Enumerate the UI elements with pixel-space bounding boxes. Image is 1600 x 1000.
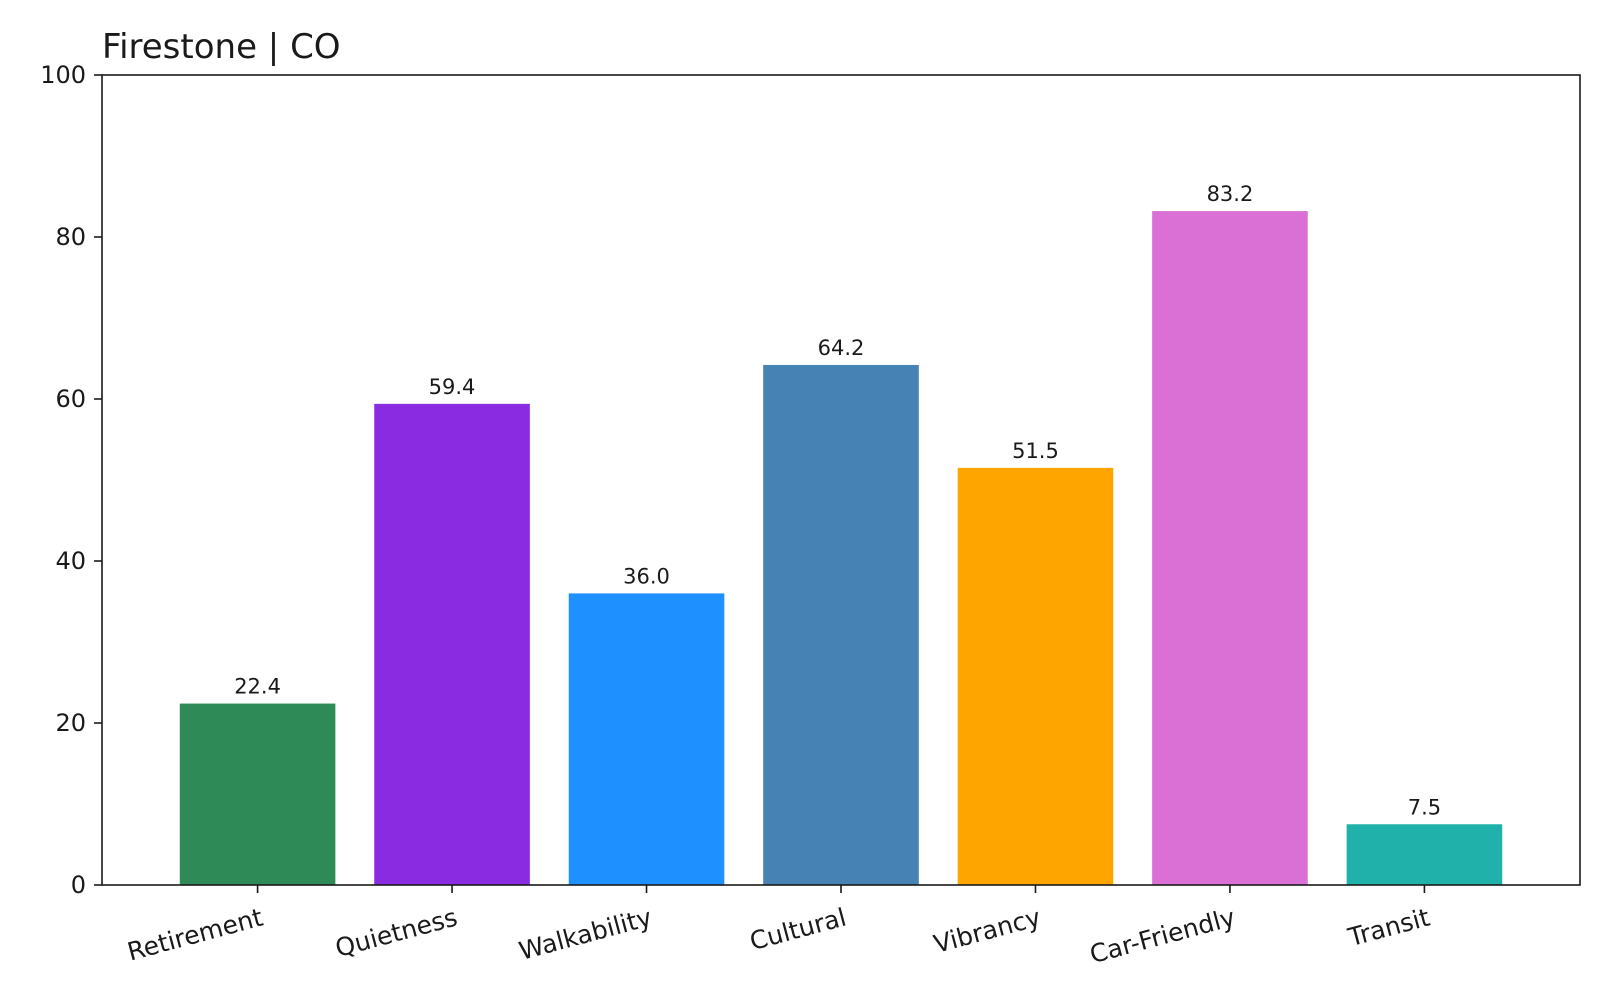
x-tick-label-walkability: Walkability <box>516 903 655 966</box>
y-tick-label-0: 0 <box>71 871 86 899</box>
value-label-quietness: 59.4 <box>429 375 476 399</box>
chart-title: Firestone | CO <box>102 27 341 67</box>
x-tick-label-quietness: Quietness <box>332 903 460 963</box>
y-tick-label-40: 40 <box>55 547 86 575</box>
y-axis: 0 20 40 60 80 100 <box>40 61 102 899</box>
y-tick-label-60: 60 <box>55 385 86 413</box>
plot-frame <box>101 74 1581 886</box>
x-tick-label-cultural: Cultural <box>747 903 850 956</box>
bar-vibrancy <box>957 467 1114 885</box>
y-tick-label-100: 100 <box>40 61 86 89</box>
value-label-transit: 7.5 <box>1408 795 1441 819</box>
bar-quietness <box>374 403 530 885</box>
value-label-walkability: 36.0 <box>623 564 670 588</box>
bar-cultural <box>763 364 919 886</box>
y-tick-label-80: 80 <box>55 223 86 251</box>
x-tick-label-retirement: Retirement <box>124 903 266 967</box>
x-tick-label-car-friendly: Car-Friendly <box>1087 903 1239 970</box>
x-axis: Retirement Quietness Walkability Cultural Vi… <box>124 885 1433 969</box>
bar-transit <box>1346 824 1503 885</box>
bar-walkability <box>568 593 725 885</box>
value-label-cultural: 64.2 <box>818 336 865 360</box>
x-tick-label-vibrancy: Vibrancy <box>931 903 1044 959</box>
y-tick-label-20: 20 <box>55 709 86 737</box>
value-label-retirement: 22.4 <box>234 675 281 699</box>
bars-group <box>179 211 1503 886</box>
bar-car-friendly <box>1152 211 1308 885</box>
value-label-car-friendly: 83.2 <box>1207 182 1254 206</box>
value-labels-group: 22.4 59.4 36.0 64.2 51.5 83.2 7.5 <box>234 182 1441 819</box>
bar-retirement <box>179 703 336 885</box>
value-label-vibrancy: 51.5 <box>1012 439 1059 463</box>
x-tick-label-transit: Transit <box>1344 903 1433 953</box>
